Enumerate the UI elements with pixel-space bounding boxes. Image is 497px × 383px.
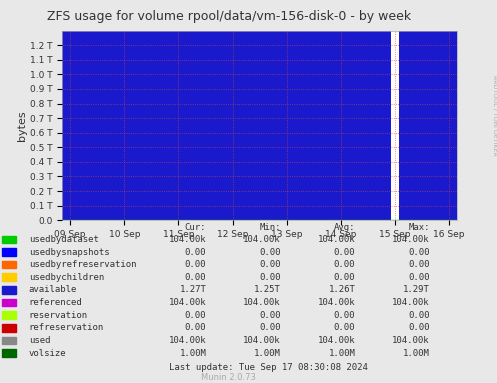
Text: 0.00: 0.00 bbox=[259, 323, 281, 332]
Text: 104.00k: 104.00k bbox=[168, 235, 206, 244]
Text: 0.00: 0.00 bbox=[259, 247, 281, 257]
Text: usedbysnapshots: usedbysnapshots bbox=[29, 247, 109, 257]
Text: referenced: referenced bbox=[29, 298, 83, 307]
Y-axis label: bytes: bytes bbox=[17, 110, 27, 141]
Text: 104.00k: 104.00k bbox=[243, 336, 281, 345]
Text: 1.00M: 1.00M bbox=[254, 349, 281, 358]
Text: 104.00k: 104.00k bbox=[243, 298, 281, 307]
Text: usedbyrefreservation: usedbyrefreservation bbox=[29, 260, 136, 269]
Text: 0.00: 0.00 bbox=[409, 273, 430, 282]
Text: 1.00M: 1.00M bbox=[403, 349, 430, 358]
Text: 0.00: 0.00 bbox=[185, 311, 206, 320]
Text: 0.00: 0.00 bbox=[334, 273, 355, 282]
Text: Avg:: Avg: bbox=[334, 223, 355, 232]
Text: 0.00: 0.00 bbox=[409, 260, 430, 269]
Text: 104.00k: 104.00k bbox=[318, 336, 355, 345]
Text: Munin 2.0.73: Munin 2.0.73 bbox=[201, 373, 256, 382]
Text: 0.00: 0.00 bbox=[259, 311, 281, 320]
Text: 0.00: 0.00 bbox=[185, 273, 206, 282]
Text: volsize: volsize bbox=[29, 349, 67, 358]
Text: refreservation: refreservation bbox=[29, 323, 104, 332]
Text: 0.00: 0.00 bbox=[334, 323, 355, 332]
Text: available: available bbox=[29, 285, 77, 295]
Text: Max:: Max: bbox=[409, 223, 430, 232]
Text: 1.27T: 1.27T bbox=[179, 285, 206, 295]
Text: Last update: Tue Sep 17 08:30:08 2024: Last update: Tue Sep 17 08:30:08 2024 bbox=[169, 363, 368, 372]
Text: 1.00M: 1.00M bbox=[329, 349, 355, 358]
Text: 0.00: 0.00 bbox=[409, 311, 430, 320]
Text: 0.00: 0.00 bbox=[334, 247, 355, 257]
Text: 0.00: 0.00 bbox=[185, 323, 206, 332]
Text: 1.25T: 1.25T bbox=[254, 285, 281, 295]
Text: 104.00k: 104.00k bbox=[392, 336, 430, 345]
Text: used: used bbox=[29, 336, 50, 345]
Text: 0.00: 0.00 bbox=[259, 260, 281, 269]
Text: 104.00k: 104.00k bbox=[243, 235, 281, 244]
Text: 104.00k: 104.00k bbox=[392, 298, 430, 307]
Text: 0.00: 0.00 bbox=[409, 323, 430, 332]
Text: 1.00M: 1.00M bbox=[179, 349, 206, 358]
Text: 1.26T: 1.26T bbox=[329, 285, 355, 295]
Text: usedbydataset: usedbydataset bbox=[29, 235, 99, 244]
Text: 0.00: 0.00 bbox=[334, 260, 355, 269]
Text: 0.00: 0.00 bbox=[259, 273, 281, 282]
Text: 104.00k: 104.00k bbox=[168, 298, 206, 307]
Text: 0.00: 0.00 bbox=[185, 260, 206, 269]
Text: 0.00: 0.00 bbox=[185, 247, 206, 257]
Text: reservation: reservation bbox=[29, 311, 88, 320]
Text: 1.29T: 1.29T bbox=[403, 285, 430, 295]
Text: usedbychildren: usedbychildren bbox=[29, 273, 104, 282]
Text: 104.00k: 104.00k bbox=[318, 235, 355, 244]
Text: 104.00k: 104.00k bbox=[168, 336, 206, 345]
Text: Min:: Min: bbox=[259, 223, 281, 232]
Text: 104.00k: 104.00k bbox=[392, 235, 430, 244]
Text: Cur:: Cur: bbox=[185, 223, 206, 232]
Text: 0.00: 0.00 bbox=[334, 311, 355, 320]
Text: 104.00k: 104.00k bbox=[318, 298, 355, 307]
Text: ZFS usage for volume rpool/data/vm-156-disk-0 - by week: ZFS usage for volume rpool/data/vm-156-d… bbox=[47, 10, 411, 23]
Text: RRDTOOL / TOBI OETIKER: RRDTOOL / TOBI OETIKER bbox=[492, 75, 497, 155]
Text: 0.00: 0.00 bbox=[409, 247, 430, 257]
